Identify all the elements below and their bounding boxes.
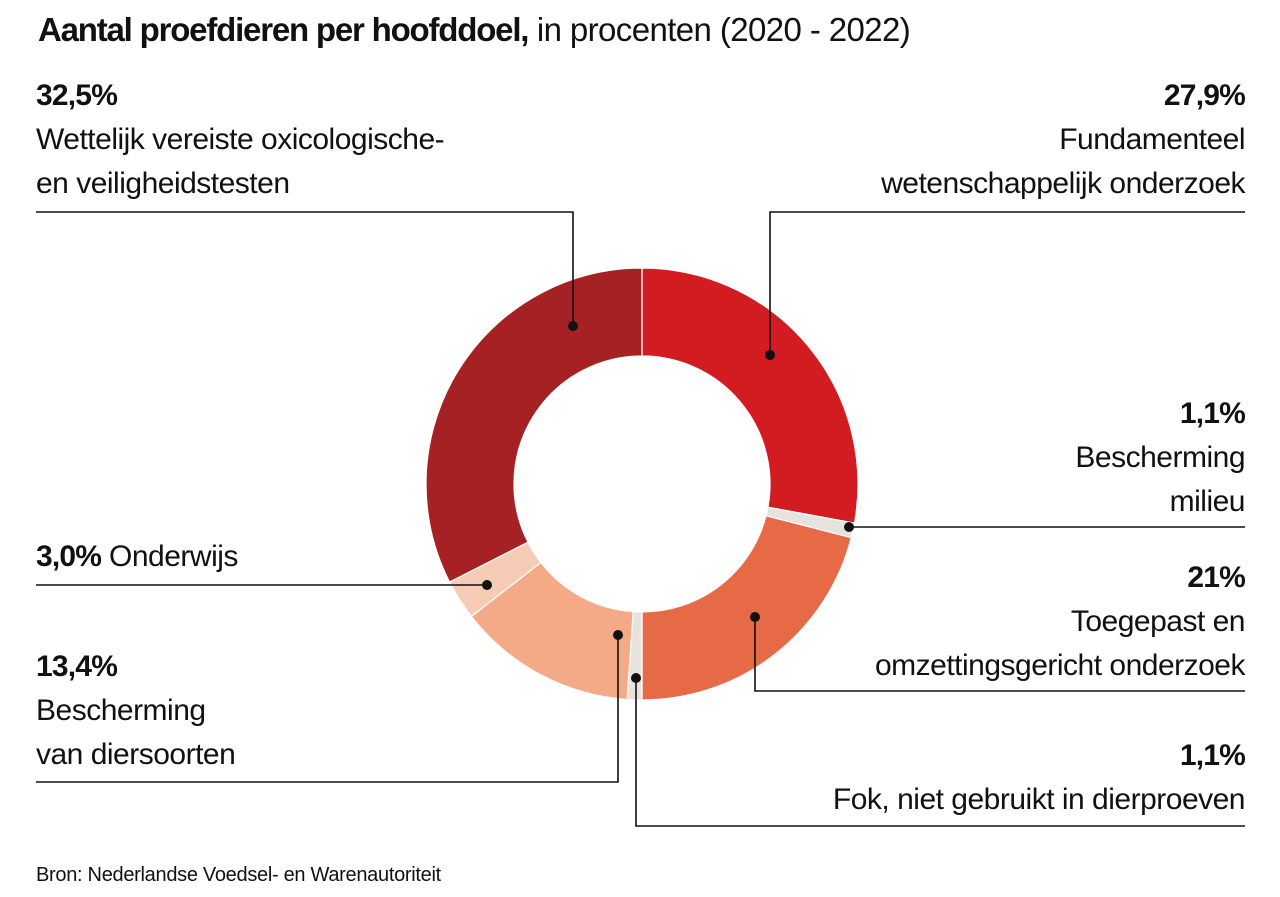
label-toegepast-line1: Toegepast en bbox=[1070, 605, 1246, 638]
donut-slice-2 bbox=[641, 515, 852, 701]
label-fundamenteel-line1: Fundamenteel bbox=[1059, 123, 1245, 156]
leader-dot-diersoorten bbox=[613, 630, 623, 640]
donut-slice-0 bbox=[641, 267, 859, 524]
label-wettelijk-line2: en veiligheidstesten bbox=[36, 167, 290, 200]
label-diersoorten-value: 13,4% bbox=[36, 650, 118, 683]
leader-dot-wettelijk bbox=[568, 321, 578, 331]
chart-title: Aantal proefdieren per hoofddoel, in pro… bbox=[38, 8, 911, 52]
label-fundamenteel: 27,9% Fundamenteel wetenschappelijk onde… bbox=[881, 74, 1246, 206]
label-fundamenteel-value: 27,9% bbox=[1163, 79, 1246, 112]
label-milieu-line1: Bescherming bbox=[1075, 441, 1245, 474]
label-diersoorten: 13,4% Bescherming van diersoorten bbox=[36, 645, 236, 777]
label-onderwijs-value: 3,0% bbox=[36, 540, 102, 573]
label-fundamenteel-line2: wetenschappelijk onderzoek bbox=[881, 167, 1245, 200]
donut-slice-6 bbox=[425, 267, 643, 583]
source-note: Bron: Nederlandse Voedsel- en Warenautor… bbox=[36, 864, 441, 886]
leader-line-diersoorten bbox=[36, 635, 619, 783]
leader-line-fok bbox=[635, 678, 1245, 827]
label-diersoorten-line2: van diersoorten bbox=[36, 738, 236, 771]
label-toegepast-line2: omzettingsgericht onderzoek bbox=[874, 649, 1246, 682]
label-toegepast: 21% Toegepast en omzettingsgericht onder… bbox=[874, 556, 1246, 688]
donut-slices bbox=[425, 267, 859, 701]
label-onderwijs: 3,0% Onderwijs bbox=[36, 535, 238, 579]
leader-dot-toegepast bbox=[750, 612, 760, 622]
leader-line-fundamenteel bbox=[769, 211, 1245, 355]
label-milieu-line2: milieu bbox=[1169, 485, 1246, 518]
label-diersoorten-line1: Bescherming bbox=[36, 694, 206, 727]
chart-title-main: Aantal proefdieren per hoofddoel, bbox=[38, 11, 529, 48]
label-toegepast-value: 21% bbox=[1187, 561, 1245, 594]
leader-dot-onderwijs bbox=[482, 580, 492, 590]
leader-line-toegepast bbox=[754, 617, 1245, 692]
leader-lines bbox=[36, 211, 1245, 827]
label-fok-line1: Fok, niet gebruikt in dierproeven bbox=[832, 783, 1246, 816]
leader-dot-milieu bbox=[844, 522, 854, 532]
label-wettelijk-line1: Wettelijk vereiste oxicologische- bbox=[36, 123, 445, 156]
label-milieu-value: 1,1% bbox=[1179, 397, 1246, 430]
leader-dot-fok bbox=[631, 673, 641, 683]
label-wettelijk: 32,5% Wettelijk vereiste oxicologische- … bbox=[36, 74, 445, 206]
label-fok-value: 1,1% bbox=[1179, 739, 1246, 772]
label-onderwijs-line1: Onderwijs bbox=[109, 540, 238, 573]
label-wettelijk-value: 32,5% bbox=[36, 79, 118, 112]
label-milieu: 1,1% Bescherming milieu bbox=[1075, 392, 1245, 524]
chart-subtitle: in procenten (2020 - 2022) bbox=[536, 11, 911, 48]
leader-line-wettelijk bbox=[36, 211, 574, 326]
leader-dot-fundamenteel bbox=[765, 350, 775, 360]
label-fok: 1,1% Fok, niet gebruikt in dierproeven bbox=[832, 734, 1246, 822]
